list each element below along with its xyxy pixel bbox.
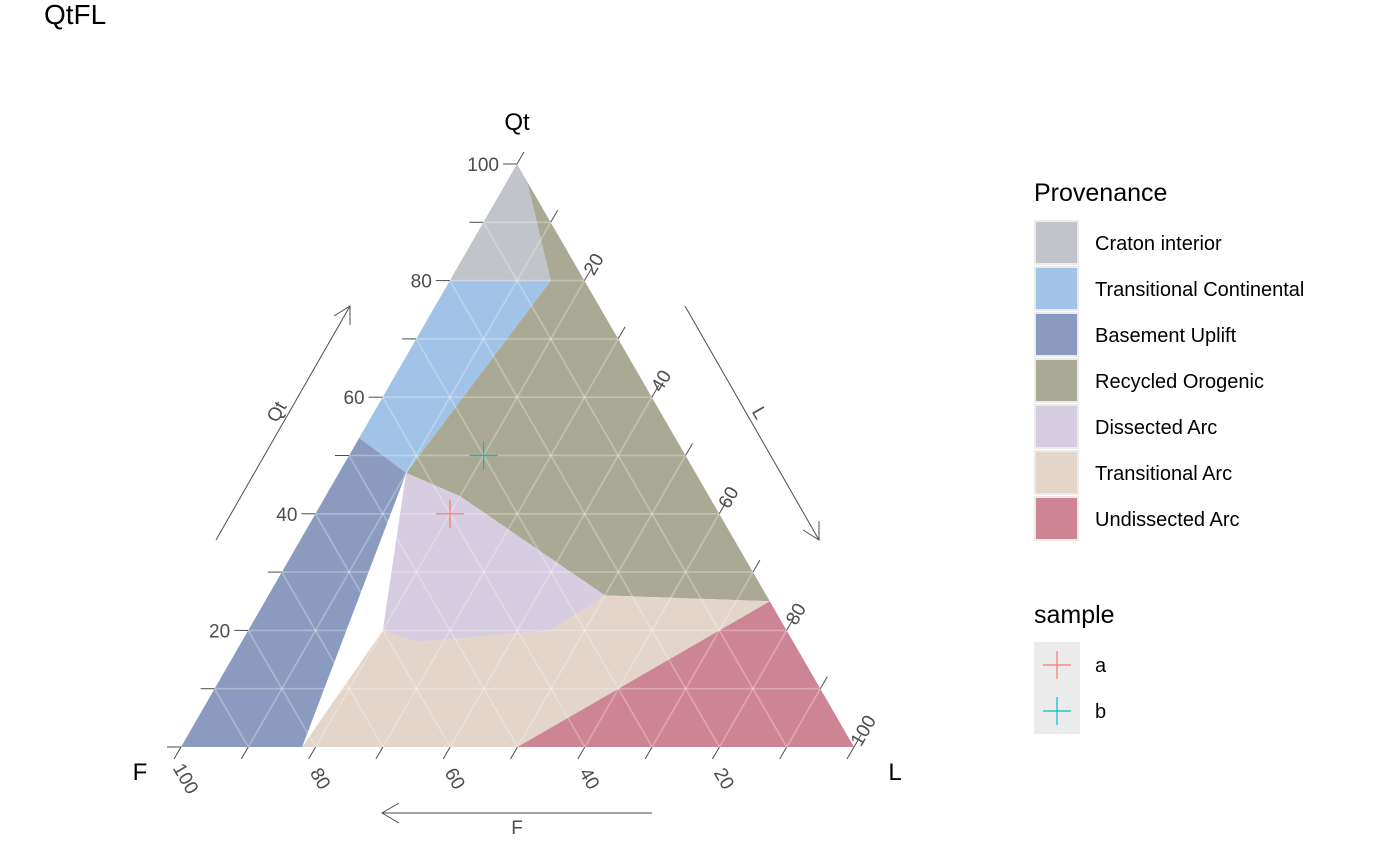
f-tick-mark — [442, 746, 451, 760]
l-tick-mark — [550, 210, 559, 223]
l-tick-label: 20 — [580, 250, 609, 279]
f-arrow-label: F — [511, 818, 523, 839]
provenance-legend: Provenance Craton interior Transitional C… — [1034, 179, 1304, 541]
f-tick-mark — [711, 746, 720, 760]
legend-marker-a — [1043, 651, 1071, 679]
f-tick-mark — [173, 746, 182, 760]
region-undissected-arc — [517, 601, 854, 747]
legend-swatch-transitional-arc — [1036, 452, 1077, 493]
sample-points — [436, 441, 498, 528]
f-tick-mark — [846, 746, 855, 760]
f-direction-arrow — [381, 802, 652, 824]
data-point-a — [436, 499, 464, 528]
region-dissected-arc — [382, 473, 605, 643]
l-tick-mark — [853, 734, 862, 748]
l-tick-mark — [685, 443, 693, 456]
legend-marker-b — [1043, 697, 1071, 725]
f-tick-mark — [308, 746, 317, 760]
f-tick-label: 100 — [168, 760, 202, 798]
region-craton-interior — [449, 164, 551, 281]
l-tick-label: 40 — [647, 367, 676, 396]
legend-label-undissected-arc: Undissected Arc — [1095, 509, 1240, 531]
qt-tick-label: 80 — [411, 272, 432, 293]
region-recycled-orogenic — [406, 181, 770, 602]
grid-line-f — [247, 629, 317, 748]
legend-swatch-basement-uplift — [1036, 314, 1077, 355]
legend-swatch-craton-interior — [1036, 222, 1077, 263]
f-tick-mark — [779, 746, 788, 760]
grid-line-f — [213, 688, 249, 748]
f-tick-mark — [644, 746, 653, 760]
region-transitional-continental — [359, 280, 551, 473]
apex-label-qt: Qt — [504, 109, 530, 136]
grid-line-l — [584, 513, 720, 748]
grid-line-l — [651, 571, 754, 748]
data-point-b — [469, 441, 498, 470]
qt-tick-label: 100 — [467, 155, 499, 176]
grid-line-f — [482, 221, 788, 748]
f-tick-mark — [577, 746, 586, 760]
l-tick-label: 60 — [715, 483, 744, 512]
grid-line-l — [516, 455, 687, 748]
legend-swatch-undissected-arc — [1036, 498, 1077, 539]
legend-swatch-transitional-continental — [1036, 268, 1077, 309]
qt-tick-label: 20 — [209, 621, 230, 642]
qt-tick-label: 60 — [343, 388, 364, 409]
grid-line-f — [314, 513, 451, 748]
legend-label-transitional-continental: Transitional Continental — [1095, 279, 1304, 301]
legend-swatch-recycled-orogenic — [1036, 360, 1077, 401]
f-tick-mark — [510, 746, 518, 760]
grid-line-f — [449, 280, 721, 748]
legend-label-craton-interior: Craton interior — [1095, 233, 1222, 255]
grid-line-l — [449, 396, 653, 748]
l-tick-label: 80 — [782, 600, 811, 629]
provenance-legend-title: Provenance — [1034, 179, 1167, 207]
grid-line-f — [281, 571, 384, 748]
sample-legend: sample a b — [1034, 601, 1115, 734]
qt-arrow-label: Qt — [263, 398, 292, 426]
l-tick-mark — [651, 384, 660, 398]
sample-legend-title: sample — [1034, 601, 1115, 629]
chart-title: QtFL — [44, 0, 106, 30]
grid-line-l — [718, 630, 788, 748]
f-tick-label: 40 — [574, 765, 603, 794]
grid-line-f — [348, 455, 519, 748]
f-tick-mark — [375, 746, 384, 760]
grid-line-f — [381, 396, 586, 748]
grid-line-l — [382, 338, 619, 748]
l-tick-mark — [752, 559, 761, 573]
grid-line-f — [415, 338, 653, 748]
provenance-regions — [181, 164, 854, 747]
f-tick-label: 20 — [709, 765, 738, 794]
l-tick-mark — [819, 676, 828, 689]
legend-label-basement-uplift: Basement Uplift — [1095, 325, 1237, 347]
f-tick-label: 60 — [440, 765, 469, 794]
l-direction-arrow — [684, 305, 820, 541]
l-tick-mark — [617, 326, 626, 340]
l-tick-mark — [786, 618, 795, 631]
apex-label-l: L — [888, 759, 901, 786]
f-tick-mark — [240, 746, 249, 760]
legend-label-transitional-arc: Transitional Arc — [1095, 463, 1232, 485]
l-tick-mark — [583, 268, 592, 281]
region-transitional-arc — [302, 595, 770, 747]
qt-direction-arrow — [215, 305, 351, 541]
legend-label-dissected-arc: Dissected Arc — [1095, 417, 1217, 439]
legend-label-recycled-orogenic: Recycled Orogenic — [1095, 371, 1264, 393]
legend-label-b: b — [1095, 701, 1106, 723]
grid-line-l — [247, 221, 552, 748]
qt-tick-label: 40 — [276, 505, 297, 526]
l-tick-mark — [718, 501, 727, 515]
legend-swatch-dissected-arc — [1036, 406, 1077, 447]
apex-label-f: F — [133, 759, 148, 786]
l-tick-mark — [516, 151, 525, 165]
f-tick-label: 80 — [305, 765, 334, 794]
grid-line-l — [786, 688, 821, 748]
region-basement-uplift — [181, 438, 407, 747]
legend-label-a: a — [1095, 655, 1107, 677]
